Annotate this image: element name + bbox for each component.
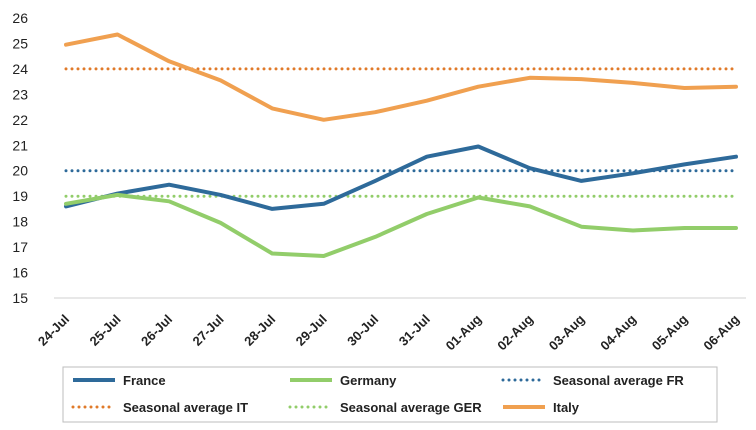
x-tick-label: 24-Jul	[35, 312, 72, 349]
x-tick-label: 26-Jul	[138, 312, 175, 349]
series-layer	[64, 32, 738, 258]
x-tick-label: 06-Aug	[700, 311, 742, 353]
x-tick-label: 30-Jul	[344, 312, 381, 349]
y-tick-label: 20	[12, 163, 28, 179]
y-tick-label: 17	[12, 239, 28, 255]
y-tick-label: 25	[12, 35, 28, 51]
y-tick-label: 26	[12, 10, 28, 26]
y-tick-label: 23	[12, 86, 28, 102]
y-tick-label: 15	[12, 290, 28, 306]
legend-label: Seasonal average GER	[340, 400, 482, 415]
series-line-italy	[64, 32, 738, 122]
y-tick-label: 19	[12, 188, 28, 204]
y-tick-label: 18	[12, 214, 28, 230]
x-tick-label: 31-Jul	[396, 312, 433, 349]
series-line-germany	[64, 192, 738, 258]
legend-label: France	[123, 373, 166, 388]
y-tick-label: 21	[12, 137, 28, 153]
legend-label: Italy	[553, 400, 580, 415]
x-tick-label: 01-Aug	[443, 311, 485, 353]
x-tick-label: 04-Aug	[597, 311, 639, 353]
x-axis: 24-Jul 25-Jul 26-Jul 27-Jul 28-Jul 29-Jul 30-J…	[35, 297, 746, 353]
y-tick-label: 16	[12, 265, 28, 281]
legend-box	[62, 366, 718, 423]
x-tick-label: 02-Aug	[494, 311, 536, 353]
legend-label: Seasonal average FR	[553, 373, 684, 388]
series-line-france	[64, 144, 738, 211]
y-tick-label: 22	[12, 112, 28, 128]
legend: France Germany Seasonal average FR Seasonal…	[62, 366, 718, 423]
x-tick-label: 25-Jul	[86, 312, 123, 349]
legend-label: Seasonal average IT	[123, 400, 248, 415]
y-tick-label: 24	[12, 61, 28, 77]
x-tick-label: 29-Jul	[293, 312, 330, 349]
x-tick-label: 05-Aug	[649, 311, 691, 353]
x-tick-label: 28-Jul	[241, 312, 278, 349]
y-axis: 15 16 17 18 19 20 21 22 23 24 25 26	[12, 10, 28, 306]
legend-label: Germany	[340, 373, 397, 388]
x-tick-label: 03-Aug	[546, 311, 588, 353]
x-tick-label: 27-Jul	[190, 312, 227, 349]
